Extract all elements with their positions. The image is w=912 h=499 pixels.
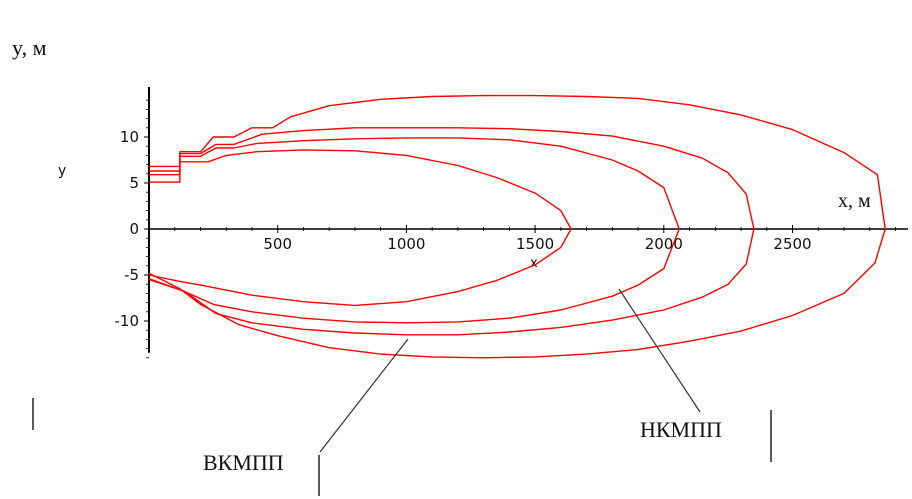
annotation-vkmpp-text: ВКМПП	[203, 450, 284, 475]
y-tick-label: 0	[129, 220, 139, 238]
series-line-2	[148, 137, 680, 324]
y-unit-label: y, м	[12, 35, 47, 60]
axes: 500 1000 1500 2000 2500 10 5 0 -5 -10	[115, 87, 908, 359]
annotation-nkmpp-text: НКМПП	[640, 417, 722, 442]
y-tick-label: -10	[115, 312, 140, 330]
series-group	[148, 94, 886, 359]
annotation-nkmpp: НКМПП	[618, 288, 722, 442]
series-line-3	[148, 127, 755, 336]
x-unit-label: x, м	[838, 190, 871, 212]
y-tick-label: 5	[129, 174, 139, 192]
annotation-nkmpp-leader	[618, 288, 701, 413]
y-axis-label: y	[58, 163, 66, 179]
x-tick-label: 2000	[645, 235, 683, 253]
annotation-vkmpp-leader	[319, 338, 409, 453]
x-tick-label: 1500	[516, 235, 554, 253]
series-line-1	[148, 149, 572, 307]
annotation-vkmpp: ВКМПП	[203, 338, 409, 475]
y-tick-label: -5	[124, 266, 139, 284]
x-tick-label: 2500	[773, 235, 811, 253]
y-tick-label: 10	[120, 128, 139, 146]
x-tick-label: 1000	[387, 235, 425, 253]
x-tick-label: 500	[263, 235, 292, 253]
series-line-4	[148, 94, 886, 359]
x-axis-label: x	[530, 256, 538, 271]
